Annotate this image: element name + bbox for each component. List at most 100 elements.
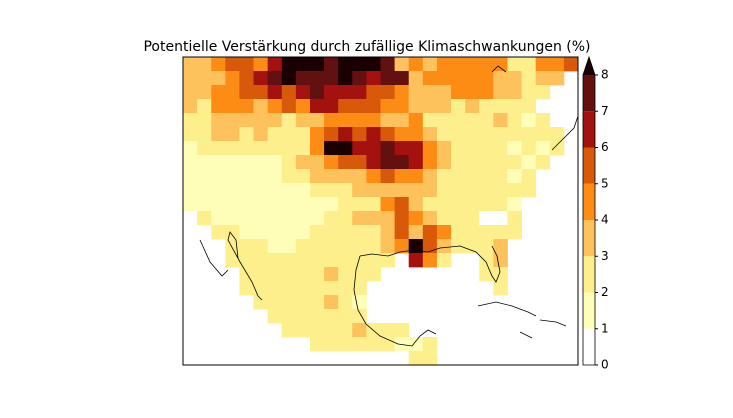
cell	[281, 71, 297, 86]
cell	[422, 127, 438, 142]
cell	[380, 57, 396, 72]
cell	[493, 183, 508, 198]
cell	[436, 225, 452, 240]
colorbar-segment	[583, 183, 595, 220]
cell	[211, 57, 226, 72]
cell	[507, 71, 522, 86]
cell	[197, 127, 212, 142]
cell	[479, 155, 494, 170]
cell	[295, 211, 311, 226]
cell	[549, 57, 565, 72]
cell	[324, 211, 339, 226]
cell	[479, 183, 494, 198]
cell	[493, 155, 508, 170]
cell	[394, 197, 410, 212]
cell	[211, 127, 226, 142]
cell	[197, 141, 212, 156]
cell	[295, 169, 311, 184]
cell	[183, 155, 198, 170]
cell	[239, 141, 254, 156]
cell	[281, 127, 297, 142]
cell	[479, 267, 494, 282]
cell	[366, 99, 381, 114]
cell	[436, 197, 452, 212]
cell	[451, 99, 466, 114]
cell	[211, 211, 226, 226]
cell	[380, 113, 396, 128]
cell	[295, 141, 311, 156]
cell	[394, 323, 410, 338]
cell	[465, 85, 480, 100]
cell	[324, 267, 339, 282]
cell	[493, 141, 508, 156]
cell	[479, 169, 494, 184]
cell	[267, 295, 283, 310]
cell	[408, 253, 424, 268]
cell	[309, 155, 325, 170]
cell	[366, 113, 381, 128]
cell	[183, 113, 198, 128]
cell	[338, 337, 353, 352]
cell	[436, 127, 452, 142]
cell	[408, 337, 424, 352]
cell	[197, 183, 212, 198]
cell	[324, 253, 339, 268]
cell	[451, 85, 466, 100]
cell	[295, 239, 311, 254]
cell	[225, 141, 240, 156]
colorbar-label: 6	[601, 140, 609, 154]
cell	[493, 169, 508, 184]
cell	[295, 113, 311, 128]
cell	[352, 85, 367, 100]
cell	[197, 211, 212, 226]
cell	[422, 197, 438, 212]
cell	[366, 197, 381, 212]
cell	[225, 85, 240, 100]
cell	[479, 57, 494, 72]
cell	[507, 225, 522, 240]
cell	[465, 197, 480, 212]
cell	[436, 113, 452, 128]
cell	[535, 127, 551, 142]
cell	[366, 239, 381, 254]
cell	[521, 113, 537, 128]
cell	[493, 57, 508, 72]
cell	[465, 183, 480, 198]
cell	[436, 141, 452, 156]
cell	[324, 295, 339, 310]
cell	[366, 183, 381, 198]
cell	[239, 183, 254, 198]
cell	[309, 183, 325, 198]
cell	[295, 85, 311, 100]
cell	[479, 71, 494, 86]
cell	[465, 169, 480, 184]
cell	[338, 169, 353, 184]
cell	[352, 281, 367, 296]
colorbar-label: 0	[601, 358, 609, 372]
colorbar-frame	[582, 55, 596, 366]
cell	[352, 183, 367, 198]
cell	[281, 183, 297, 198]
cell	[479, 197, 494, 212]
cell	[295, 225, 311, 240]
cell	[380, 99, 396, 114]
cell	[225, 225, 240, 240]
cell	[408, 211, 424, 226]
cell	[422, 155, 438, 170]
cell	[451, 169, 466, 184]
cell	[267, 99, 283, 114]
cell	[366, 155, 381, 170]
cell	[324, 71, 339, 86]
cell	[408, 127, 424, 142]
cell	[239, 85, 254, 100]
cell	[183, 169, 198, 184]
cell	[267, 197, 283, 212]
cell	[239, 211, 254, 226]
cell	[225, 169, 240, 184]
cell	[479, 113, 494, 128]
cell	[324, 127, 339, 142]
cell	[436, 239, 452, 254]
cell	[493, 267, 508, 282]
cell	[267, 85, 283, 100]
cell	[183, 85, 198, 100]
